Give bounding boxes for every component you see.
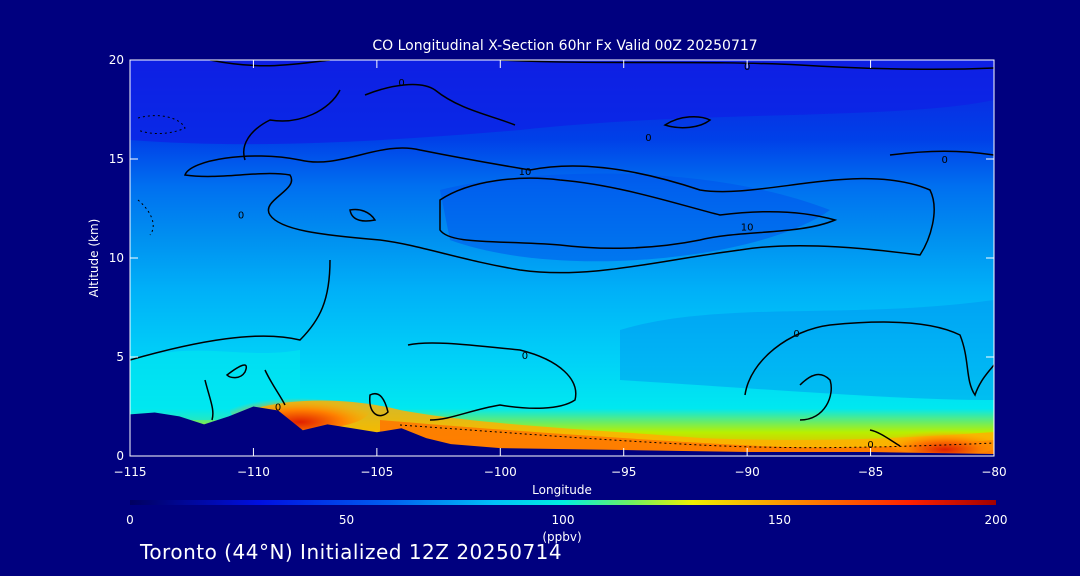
contour-label: 0 [645, 133, 651, 144]
y-axis: 0 5 10 15 20 [109, 53, 994, 463]
y-tick-label: 20 [109, 53, 124, 67]
x-tick-label: −115 [114, 465, 147, 479]
x-tick-label: −80 [981, 465, 1006, 479]
colorbar-tick-label: 0 [126, 513, 134, 527]
colorbar-tick-label: 100 [552, 513, 575, 527]
contour-label: 10 [519, 167, 532, 178]
colorbar-ticks: 0 50 100 150 200 [126, 513, 1007, 527]
x-tick-label: −110 [237, 465, 270, 479]
x-tick-label: −90 [734, 465, 759, 479]
x-tick-label: −95 [611, 465, 636, 479]
mid-field-band [440, 173, 830, 262]
x-axis-label: Longitude [532, 483, 592, 497]
contour-label: 0 [867, 440, 873, 451]
colorbar-tick-label: 200 [985, 513, 1008, 527]
contour-label: 0 [398, 78, 404, 89]
contour-label: 0 [941, 155, 947, 166]
surface-co-core [380, 420, 994, 456]
colorbar-tick-label: 50 [339, 513, 354, 527]
y-tick-label: 15 [109, 152, 124, 166]
terrain [130, 406, 994, 456]
y-tick-label: 10 [109, 251, 124, 265]
y-axis-label: Altitude (km) [87, 219, 101, 298]
contour-lines [130, 60, 994, 447]
upper-field-band [130, 60, 994, 145]
contour-label: 0 [793, 329, 799, 340]
lower-field-band [620, 300, 994, 400]
chart-title: CO Longitudinal X-Section 60hr Fx Valid … [372, 38, 757, 54]
contour-label: 0 [238, 210, 244, 221]
y-tick-label: 0 [116, 449, 124, 463]
x-axis: −115 −110 −105 −100 −95 −90 −85 −80 [114, 60, 1007, 479]
colorbar-units: (ppbv) [542, 530, 581, 544]
x-tick-label: −85 [858, 465, 883, 479]
colorbar [130, 500, 996, 505]
contour-label: 10 [741, 222, 754, 233]
y-tick-label: 5 [116, 350, 124, 364]
contour-label: 0 [522, 351, 528, 362]
dashed-contours [137, 115, 994, 449]
footer-caption: Toronto (44°N) Initialized 12Z 20250714 [140, 540, 563, 564]
plot-area [130, 60, 994, 456]
contour-label: 0 [275, 403, 281, 414]
x-tick-label: −100 [484, 465, 517, 479]
east-co-plume [885, 424, 994, 456]
x-tick-label: −105 [360, 465, 393, 479]
colorbar-tick-label: 150 [768, 513, 791, 527]
